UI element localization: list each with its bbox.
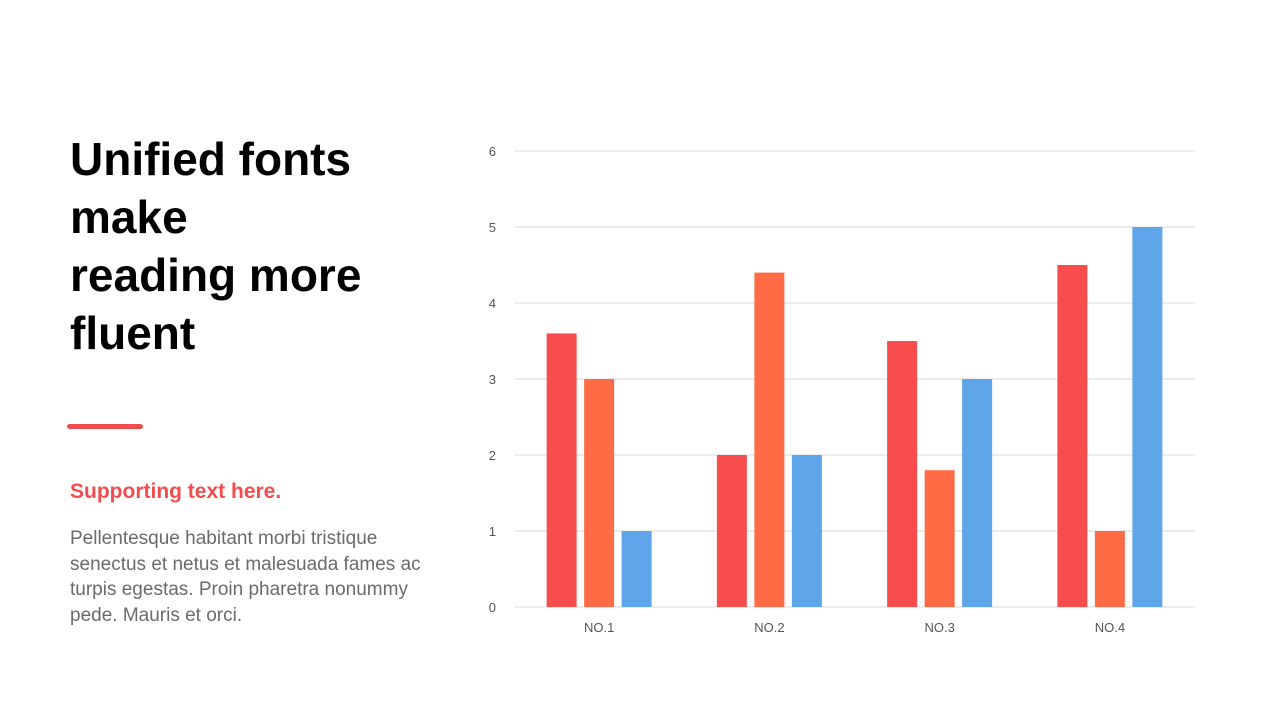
bar <box>584 379 615 607</box>
y-tick-label: 2 <box>489 448 496 463</box>
bar <box>924 470 955 607</box>
supporting-subtitle: Supporting text here. <box>70 480 282 503</box>
bar <box>962 379 993 607</box>
bar <box>791 455 822 607</box>
bar-chart: 0 1 2 3 4 5 6 NO.1 NO.2 NO.3 NO.4 <box>489 144 1195 635</box>
bar <box>1132 227 1163 607</box>
y-tick-label: 3 <box>489 372 496 387</box>
slide-title: Unified fonts make reading more fluent <box>70 133 362 359</box>
y-tick-label: 4 <box>489 296 496 311</box>
bar <box>887 341 918 607</box>
x-tick-label: NO.1 <box>584 620 614 635</box>
bar <box>1094 531 1125 607</box>
y-tick-label: 6 <box>489 144 496 159</box>
x-tick-label: NO.3 <box>924 620 954 635</box>
x-tick-label: NO.4 <box>1095 620 1125 635</box>
bar <box>754 272 785 607</box>
bar <box>621 531 652 607</box>
y-tick-label: 5 <box>489 220 496 235</box>
accent-divider <box>67 424 143 429</box>
y-tick-label: 0 <box>489 600 496 615</box>
bar <box>716 455 747 607</box>
bar <box>1057 265 1088 607</box>
x-tick-label: NO.2 <box>754 620 784 635</box>
y-tick-label: 1 <box>489 524 496 539</box>
body-paragraph: Pellentesque habitant morbi tristique se… <box>70 528 421 626</box>
bar <box>546 333 577 607</box>
